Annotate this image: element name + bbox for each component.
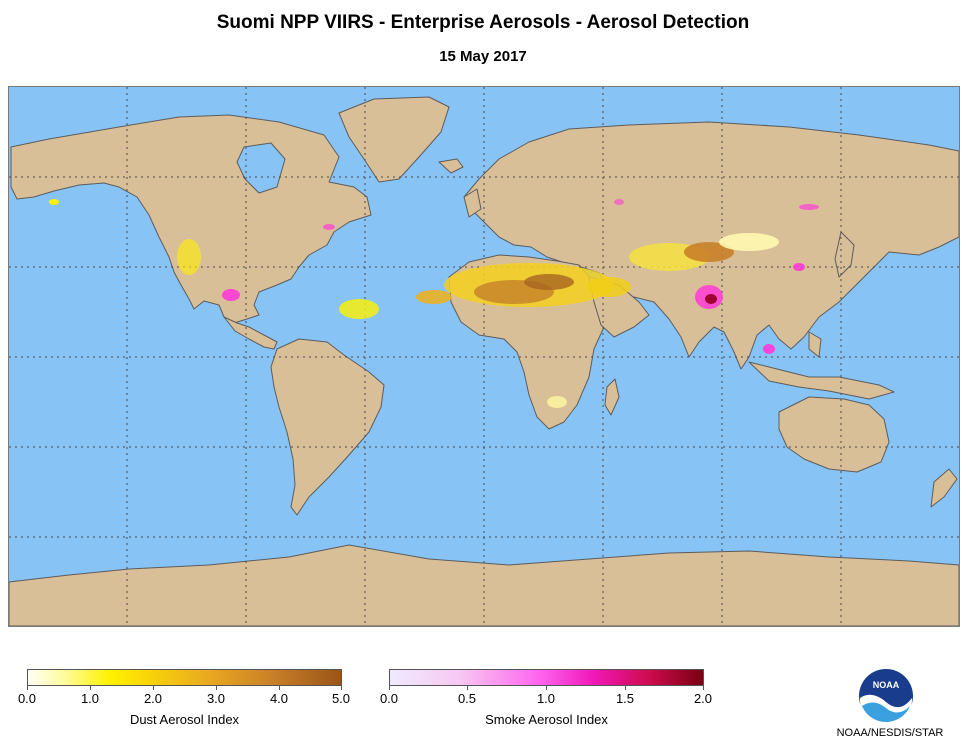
logo-text: NOAA <box>873 680 900 690</box>
world-map-svg <box>9 87 959 626</box>
dust-tick-mark <box>341 686 342 690</box>
dust-tick-label: 0.0 <box>17 691 37 706</box>
central-america <box>223 316 278 350</box>
dust-colorbar-title: Dust Aerosol Index <box>129 712 240 727</box>
smoke-tick-label: 0.5 <box>457 691 477 706</box>
map-title: Suomi NPP VIIRS - Enterprise Aerosols - … <box>216 12 750 33</box>
dust-colorbar <box>27 669 342 686</box>
dust-tick-label: 1.0 <box>80 691 100 706</box>
madagascar <box>604 378 620 416</box>
iceland <box>438 158 464 174</box>
world-map <box>8 86 960 627</box>
dust-tick-label: 5.0 <box>331 691 351 706</box>
dust-tick-label: 3.0 <box>206 691 226 706</box>
smoke-tick-mark <box>546 686 547 690</box>
dust-tick-mark <box>216 686 217 690</box>
dust-tick-mark <box>153 686 154 690</box>
smoke-colorbar-title: Smoke Aerosol Index <box>485 712 608 727</box>
indonesia <box>748 361 895 400</box>
hudson-bay <box>236 142 286 194</box>
smoke-tick-label: 0.0 <box>379 691 399 706</box>
dust-tick-label: 2.0 <box>143 691 163 706</box>
smoke-tick-mark <box>625 686 626 690</box>
smoke-aerosol-overlay <box>222 199 819 354</box>
credit-text: NOAA/NESDIS/STAR <box>836 727 944 739</box>
smoke-tick-label: 2.0 <box>693 691 713 706</box>
new-zealand <box>930 468 958 508</box>
dust-aerosol-overlay <box>49 199 779 408</box>
noaa-logo-icon: NOAA <box>858 668 914 726</box>
australia <box>778 396 890 473</box>
japan <box>834 231 855 278</box>
british-isles <box>463 188 482 218</box>
smoke-tick-mark <box>389 686 390 690</box>
smoke-tick-label: 1.5 <box>615 691 635 706</box>
dust-tick-mark <box>279 686 280 690</box>
dust-tick-mark <box>27 686 28 690</box>
dust-tick-mark <box>90 686 91 690</box>
map-date: 15 May 2017 <box>439 48 527 65</box>
smoke-colorbar <box>389 669 704 686</box>
dust-tick-label: 4.0 <box>269 691 289 706</box>
smoke-tick-mark <box>467 686 468 690</box>
greenland <box>338 96 450 183</box>
smoke-tick-label: 1.0 <box>536 691 556 706</box>
smoke-tick-mark <box>703 686 704 690</box>
south-america <box>270 338 385 516</box>
